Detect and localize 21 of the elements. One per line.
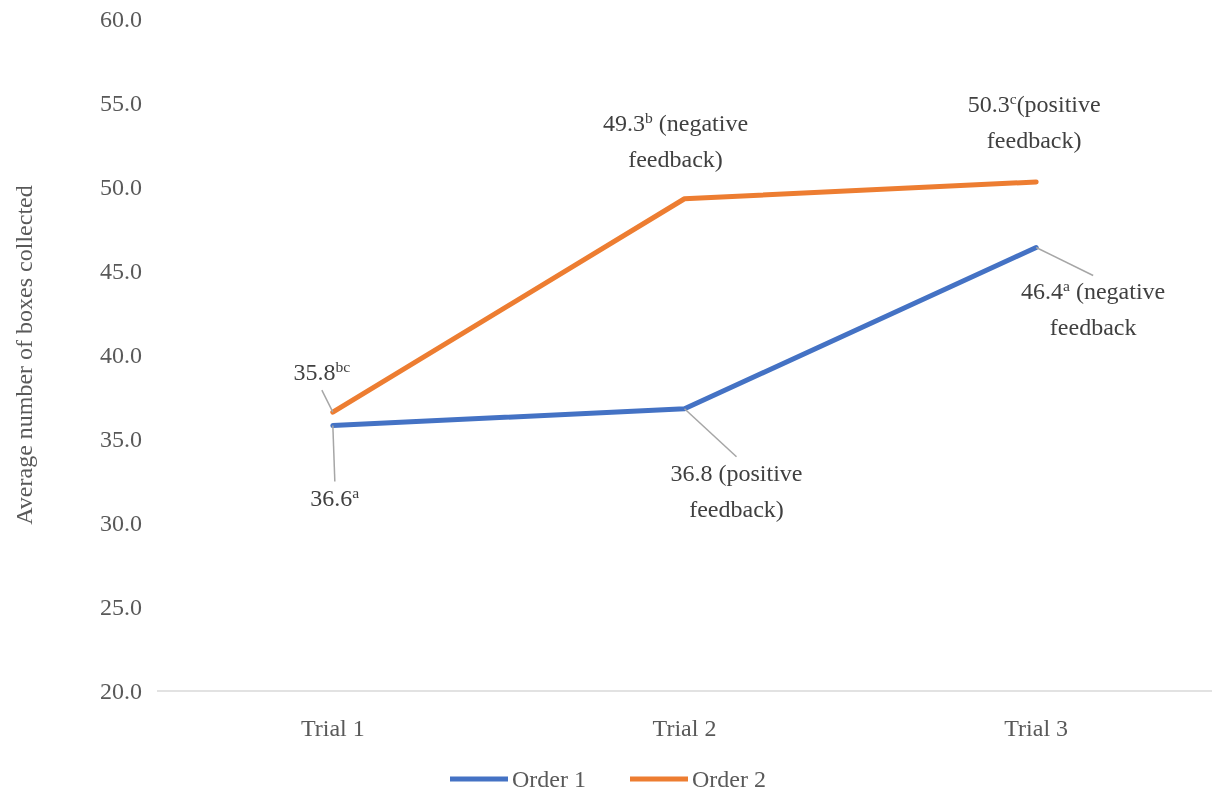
y-tick-label: 20.0 — [100, 678, 142, 705]
x-tick-label: Trial 2 — [652, 715, 717, 741]
y-tick-label: 45.0 — [100, 258, 142, 285]
y-tick-label: 30.0 — [100, 510, 142, 537]
annotation: 49.3$^{b}$ (negative feedback) — [602, 108, 749, 172]
annotation: 46.4$^{a}$ (negative feedback — [1021, 276, 1166, 341]
y-tick-label: 35.0 — [100, 426, 142, 453]
x-tick-label: Trial 3 — [1004, 715, 1069, 741]
y-tick-label: 55.0 — [100, 90, 142, 117]
y-tick-label: 60.0 — [100, 6, 142, 33]
annotation: 36.6$^{a}$ — [310, 483, 360, 511]
annotation: 35.8$^{bc}$ — [293, 357, 351, 386]
legend-label: Order 2 — [692, 766, 766, 792]
y-tick-label: 50.0 — [100, 174, 142, 201]
y-tick-label: 25.0 — [100, 594, 142, 621]
legend-label: Order 1 — [512, 766, 586, 792]
x-tick-label: Trial 1 — [300, 715, 365, 741]
y-tick-label: 40.0 — [100, 342, 142, 369]
y-axis-title: Average number of boxes collected — [11, 185, 37, 525]
annotation: 50.3$^{c}$(positive feedback) — [967, 89, 1101, 153]
annotation: 36.8 (positive feedback) — [670, 459, 803, 522]
